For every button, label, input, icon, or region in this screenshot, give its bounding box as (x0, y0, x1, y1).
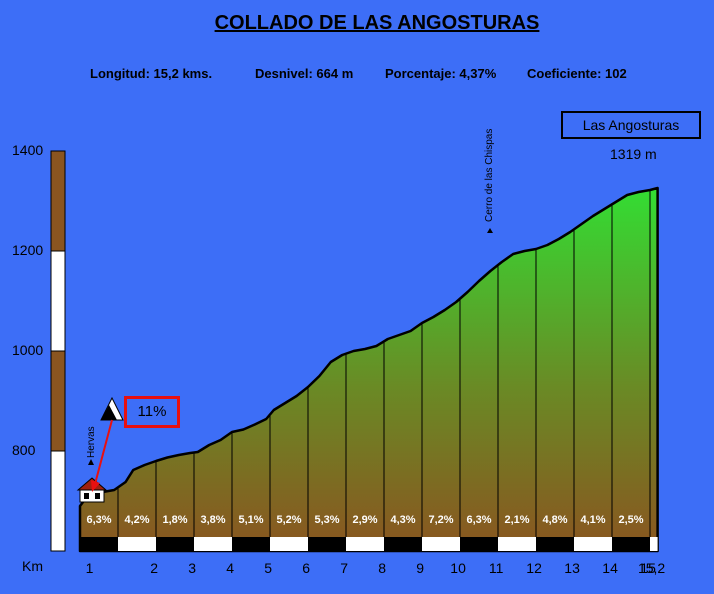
km-bar-block (346, 537, 384, 551)
x-tick-label: 7 (340, 560, 348, 576)
x-tick-label: 15,2 (637, 560, 666, 576)
km-bar-block (232, 537, 270, 551)
x-tick-label: 12 (526, 560, 542, 576)
x-tick-label: 10 (450, 560, 466, 576)
start-marker-icon (88, 459, 94, 465)
y-tick-label: 800 (12, 442, 36, 458)
segment-grade-label: 5,1% (238, 514, 264, 526)
km-bar-block (270, 537, 308, 551)
segment-grade-label: 6,3% (466, 514, 492, 526)
stat-desnivel: Desnivel: 664 m (255, 66, 354, 81)
segment-grade-label: 5,2% (276, 514, 302, 526)
y-tick-label: 1200 (12, 242, 44, 258)
x-tick-label: 11 (488, 560, 504, 576)
x-tick-label: 14 (602, 560, 618, 576)
x-tick-label: 15 (640, 560, 656, 576)
y-tick-label: 1400 (12, 142, 44, 158)
start-label: Hervas (86, 426, 97, 458)
x-tick-label: 9 (416, 560, 424, 576)
km-bar-block (498, 537, 536, 551)
x-tick-label: 1 (85, 560, 94, 576)
x-axis-label: Km (22, 558, 43, 574)
altitude-bar-block (50, 350, 66, 452)
x-tick-label: 8 (378, 560, 386, 576)
segment-dividers (117, 190, 651, 551)
max-grade-label: 11% (124, 396, 180, 428)
stat-longitud: Longitud: 15,2 kms. (90, 66, 213, 81)
km-bar-block (80, 537, 118, 551)
peak-label: Cerro de las Chispas (484, 128, 495, 222)
segment-grade-label: 1,8% (162, 514, 188, 526)
x-tick-label: 13 (564, 560, 580, 576)
x-tick-label: 3 (188, 560, 196, 576)
chart-title: COLLADO DE LAS ANGOSTURAS (214, 12, 540, 34)
x-tick-label: 5 (264, 560, 272, 576)
destination-altitude: 1319 m (610, 146, 657, 162)
segment-grade-label: 2,9% (352, 514, 378, 526)
mountain-icon (100, 396, 124, 421)
segment-grade-label: 4,2% (124, 514, 150, 526)
km-scale-bar (80, 537, 658, 551)
segment-grade-label: 5,3% (314, 514, 340, 526)
elevation-area (78, 186, 659, 553)
segment-grade-label: 4,1% (580, 514, 606, 526)
segment-grade-label: 4,8% (542, 514, 568, 526)
km-bar-block (650, 537, 658, 551)
markers (76, 228, 493, 503)
km-bar-block (384, 537, 422, 551)
km-bar-block (422, 537, 460, 551)
peak-marker-icon (487, 228, 493, 233)
km-bar-block (460, 537, 498, 551)
stat-porcentaje: Porcentaje: 4,37% (385, 66, 497, 81)
stat-coeficiente: Coeficiente: 102 (527, 66, 627, 81)
segment-grade-label: 7,2% (428, 514, 454, 526)
x-tick-label: 6 (302, 560, 310, 576)
segment-grade-label: 6,3% (86, 514, 112, 526)
km-bar-block (574, 537, 612, 551)
x-tick-label: 2 (150, 560, 158, 576)
km-bar-block (308, 537, 346, 551)
km-bar-block (156, 537, 194, 551)
km-bar-block (536, 537, 574, 551)
y-tick-label: 1000 (12, 342, 44, 358)
altitude-bar-block (50, 450, 66, 552)
km-bar-block (118, 537, 156, 551)
altitude-bar-block (50, 250, 66, 352)
segment-grade-label: 2,1% (504, 514, 530, 526)
destination-label: Las Angosturas (561, 111, 701, 139)
segment-grade-label: 2,5% (618, 514, 644, 526)
segment-grade-label: 3,8% (200, 514, 226, 526)
km-bar-block (194, 537, 232, 551)
x-tick-label: 4 (226, 560, 234, 576)
km-bar-block (612, 537, 650, 551)
max-grade-arrow (91, 419, 113, 492)
segment-grade-label: 4,3% (390, 514, 416, 526)
altitude-scale-bar (50, 150, 66, 552)
altitude-bar-block (50, 150, 66, 252)
